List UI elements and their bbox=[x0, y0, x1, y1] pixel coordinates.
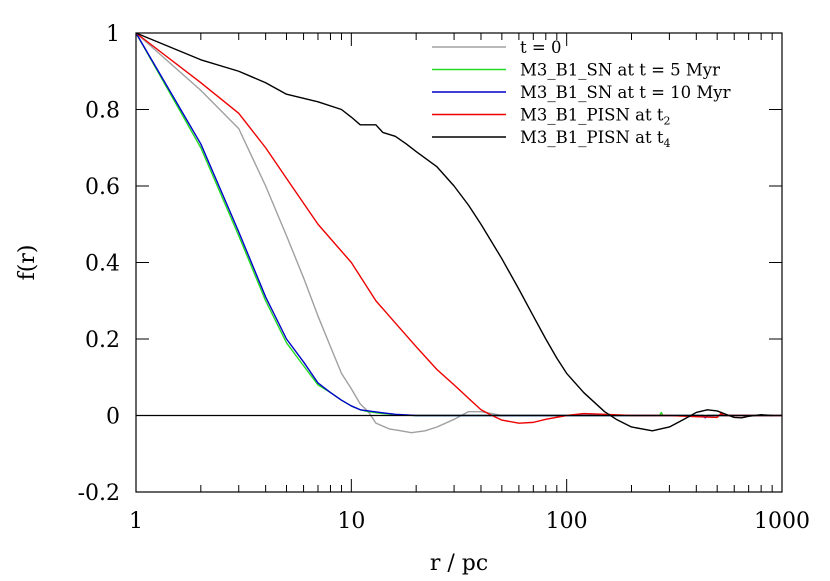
legend-label-main: M3_B1_SN at t = 5 Myr bbox=[520, 61, 720, 80]
x-tick-label: 100 bbox=[546, 509, 588, 534]
y-tick-label: 0.2 bbox=[85, 328, 120, 353]
legend-label-4: M3_B1_PISN at t4 bbox=[520, 128, 670, 150]
legend-label-2: M3_B1_SN at t = 10 Myr bbox=[520, 83, 731, 102]
x-tick-label: 1 bbox=[129, 509, 143, 534]
tick-labels-group: 1 10 100 1000 -0.2 0 0.2 0.4 0.6 0.8 1 bbox=[78, 22, 810, 534]
legend-label-main: M3_B1_PISN at t bbox=[520, 128, 664, 147]
y-tick-label: 0.4 bbox=[85, 252, 120, 277]
legend-label-0: t = 0 bbox=[520, 38, 561, 57]
y-tick-label: 0.8 bbox=[85, 99, 120, 124]
series-line-0 bbox=[135, 32, 782, 434]
series-line-4 bbox=[135, 32, 773, 432]
legend-label-1: M3_B1_SN at t = 5 Myr bbox=[520, 61, 720, 80]
y-tick-label: 0.6 bbox=[85, 175, 120, 200]
legend-label-subscript: 2 bbox=[663, 115, 670, 128]
x-tick-label: 10 bbox=[337, 509, 365, 534]
y-tick-label: 1 bbox=[106, 22, 120, 47]
x-tick-label: 1000 bbox=[754, 509, 810, 534]
legend-label-main: M3_B1_SN at t = 10 Myr bbox=[520, 83, 731, 102]
legend-label-subscript: 4 bbox=[663, 137, 670, 150]
x-axis-label: r / pc bbox=[430, 551, 488, 576]
y-axis-label: f(r) bbox=[15, 245, 40, 281]
legend: t = 0 M3_B1_SN at t = 5 Myr M3_B1_SN at t … bbox=[432, 38, 731, 150]
series-line-1 bbox=[135, 32, 782, 417]
y-tick-label: 0 bbox=[106, 405, 120, 430]
legend-label-3: M3_B1_PISN at t2 bbox=[520, 106, 670, 128]
y-tick-label: -0.2 bbox=[78, 481, 120, 506]
legend-label-main: M3_B1_PISN at t bbox=[520, 106, 664, 125]
axis-ticks-group bbox=[135, 32, 783, 493]
legend-label-main: t = 0 bbox=[520, 38, 561, 57]
